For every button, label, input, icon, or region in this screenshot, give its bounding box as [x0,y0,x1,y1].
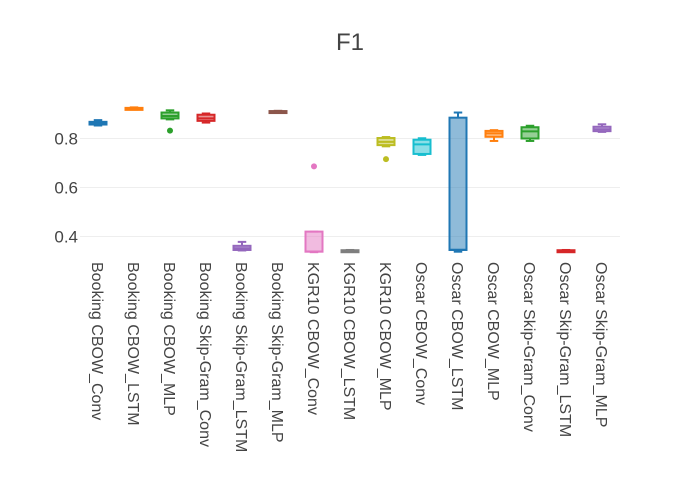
box-3[interactable] [196,112,216,124]
x-tick-label: Oscar CBOW_Conv [412,262,429,405]
x-tick-label: Booking Skip-Gram_Conv [196,262,213,447]
x-tick-label: Booking CBOW_MLP [160,262,177,416]
box-14[interactable] [592,123,612,133]
box-1[interactable] [124,106,144,111]
box-5[interactable] [268,109,288,115]
box-10[interactable] [448,111,468,253]
box-11[interactable] [484,129,504,142]
y-tick-label: 0.8 [54,130,78,149]
outlier-point [167,127,173,134]
box-body [304,230,324,253]
box-body [520,126,540,140]
box-4[interactable] [232,240,252,252]
y-axis-ticks: 0.4 0.6 0.8 [54,130,78,247]
x-tick-label: Oscar Skip-Gram_LSTM [556,262,573,437]
x-tick-label: Oscar CBOW_MLP [484,262,501,401]
x-tick-label: Oscar Skip-Gram_MLP [592,262,609,427]
x-tick-label: KGR10 CBOW_LSTM [340,262,357,420]
box-7[interactable] [340,248,360,254]
outlier-point [311,163,317,170]
box-8[interactable] [376,136,396,163]
box-6[interactable] [304,163,324,254]
x-tick-label: Booking CBOW_Conv [88,262,105,420]
y-tick-label: 0.6 [54,179,78,198]
x-axis-ticks: Booking CBOW_Conv Booking CBOW_LSTM Bookin… [88,262,609,452]
x-tick-label: Oscar Skip-Gram_Conv [520,262,537,432]
y-tick-label: 0.4 [54,228,78,247]
box-body [412,138,432,155]
box-9[interactable] [412,137,432,156]
x-tick-label: Oscar CBOW_LSTM [448,262,465,410]
chart-title: F1 [336,29,364,56]
x-tick-label: KGR10 CBOW_Conv [304,262,321,415]
x-tick-label: Booking Skip-Gram_MLP [268,262,285,443]
x-tick-label: Booking Skip-Gram_LSTM [232,262,249,452]
gridlines [80,138,620,237]
box-13[interactable] [556,248,576,254]
outlier-point [383,156,389,163]
box-body [448,116,468,251]
box-2[interactable] [160,109,180,134]
x-tick-label: KGR10 CBOW_MLP [376,262,393,410]
plot-area [88,106,612,254]
box-0[interactable] [88,119,108,127]
box-12[interactable] [520,124,540,142]
x-tick-label: Booking CBOW_LSTM [124,262,141,426]
